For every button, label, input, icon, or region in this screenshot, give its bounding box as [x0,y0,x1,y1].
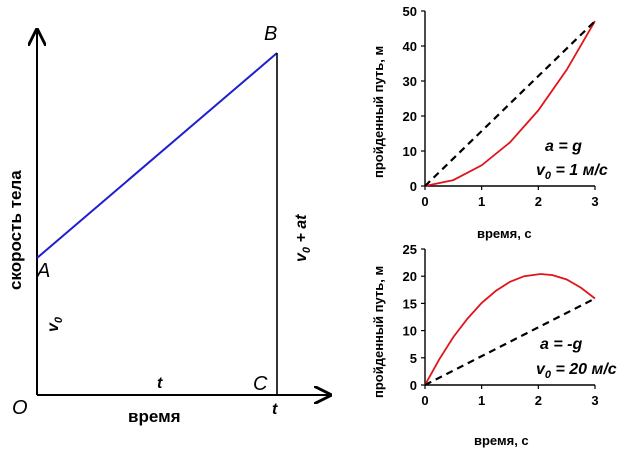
point-label-c: C [253,373,268,395]
x-tick-label: 3 [591,194,598,209]
curve-series [424,20,596,187]
point-label-a: A [36,260,50,282]
velocity-line [36,52,278,259]
y-axis-label: пройденный путь, м [371,266,386,398]
label-t-mid: t [157,375,163,392]
x-tick-label: 3 [591,393,598,408]
label-t-axis: t [272,401,278,418]
y-tick-label: 25 [403,242,417,257]
y-tick-label: 10 [403,144,417,159]
label-v0-plus-at: v0 + at [293,214,313,262]
x-tick-label: 1 [478,393,485,408]
dashed-line-series [424,297,596,386]
y-tick-label: 0 [410,378,417,393]
y-tick-label: 40 [403,39,417,54]
curve-series [424,273,596,386]
x-tick-label: 0 [421,194,428,209]
point-label-o: O [12,397,28,419]
x-tick-label: 2 [535,194,542,209]
y-tick-label: 20 [403,109,417,124]
x-tick-label: 0 [421,393,428,408]
y-axis-label: пройденный путь, м [371,46,386,178]
label-v0: v0 [45,316,65,332]
y-tick-label: 15 [403,296,417,311]
x-axis-label: время, с [474,433,529,448]
y-tick-label: 0 [410,179,417,194]
distance-time-chart-top: 0 10 20 30 40 50 0 1 2 3 пройденный путь, м врем… [371,4,608,241]
x-axis-label: время [128,407,181,426]
x-axis-label: время, с [477,226,532,241]
dashed-line-series [424,20,596,187]
annotation-a: a = g [545,138,582,155]
annotation-v0: v0 = 1 м/с [536,162,608,182]
distance-time-chart-bottom: 0 5 10 15 20 25 0 1 2 3 пройденный путь, м время… [371,242,617,448]
annotation-a: a = -g [540,336,582,353]
y-tick-label: 50 [403,4,417,19]
velocity-time-chart: скорость тела время A B C O v0 v0 + at t… [6,23,330,426]
x-tick-label: 1 [478,194,485,209]
x-tick-label: 2 [535,393,542,408]
y-tick-label: 20 [403,269,417,284]
y-tick-label: 10 [403,324,417,339]
annotation-v0: v0 = 20 м/с [536,361,617,381]
y-tick-label: 30 [403,74,417,89]
y-tick-label: 5 [410,351,417,366]
y-axis-label: скорость тела [6,170,25,290]
point-label-b: B [264,23,277,45]
